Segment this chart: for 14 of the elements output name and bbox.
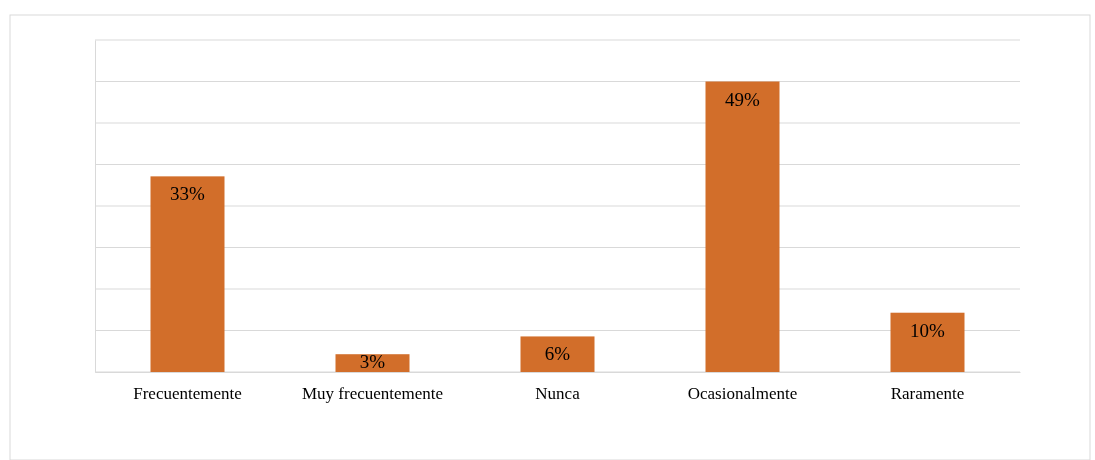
data-label: 10% (910, 319, 946, 341)
x-tick-label: Muy frecuentemente (301, 383, 444, 403)
data-label: 3% (359, 351, 386, 372)
bar (150, 176, 225, 372)
bar (705, 81, 780, 372)
x-tick-label: Ocasionalmente (687, 383, 798, 403)
x-tick-label: Nunca (535, 383, 581, 403)
x-tick-label: Raramente (890, 383, 965, 403)
data-label: 49% (725, 88, 761, 110)
x-tick-label: Frecuentemente (133, 383, 242, 403)
data-label: 33% (170, 183, 206, 205)
data-label: 6% (544, 343, 571, 365)
bar (890, 312, 965, 372)
bar (520, 336, 595, 372)
